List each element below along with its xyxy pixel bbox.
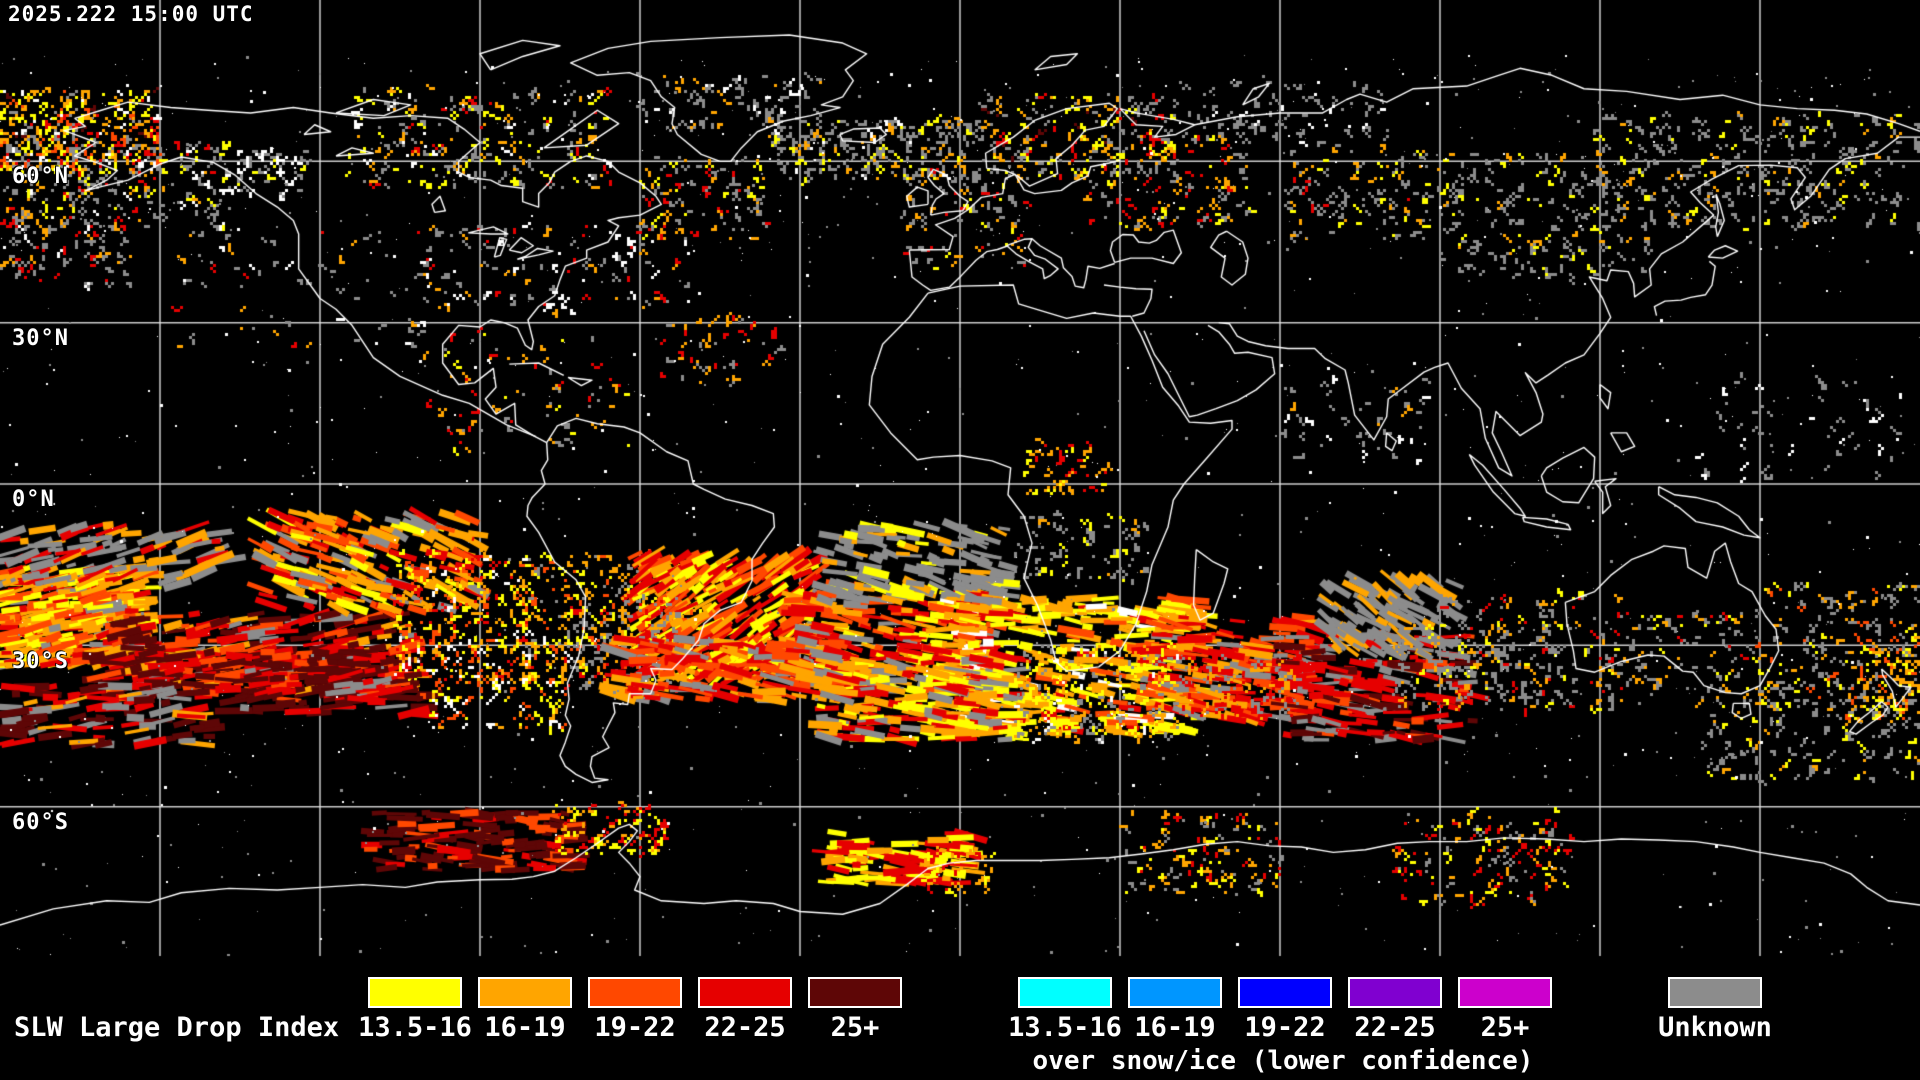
latitude-label-60n: 60°N <box>12 164 69 189</box>
legend-label-snowice-22-25: 22-25 <box>1354 1012 1436 1043</box>
legend-swatch-unknown <box>1668 977 1762 1008</box>
legend-swatch-snowice-19-22 <box>1238 977 1332 1008</box>
legend-label-snowice-19-22: 19-22 <box>1244 1012 1326 1043</box>
legend-label-snowice-16-19: 16-19 <box>1134 1012 1216 1043</box>
legend-swatch-slw-25plus <box>808 977 902 1008</box>
timestamp-label: 2025.222 15:00 UTC <box>8 2 254 26</box>
legend-label-slw-25plus: 25+ <box>830 1012 880 1043</box>
legend-label-slw-13.5-16: 13.5-16 <box>358 1012 472 1043</box>
legend-swatch-slw-22-25 <box>698 977 792 1008</box>
legend-swatch-slw-19-22 <box>588 977 682 1008</box>
latitude-label-30s: 30°S <box>12 649 69 674</box>
legend-swatch-snowice-16-19 <box>1128 977 1222 1008</box>
legend-swatch-slw-13.5-16 <box>368 977 462 1008</box>
legend-swatch-snowice-22-25 <box>1348 977 1442 1008</box>
legend-label-snowice-13.5-16: 13.5-16 <box>1008 1012 1122 1043</box>
latitude-label-60s: 60°S <box>12 810 69 835</box>
legend-label-unknown: Unknown <box>1658 1012 1772 1043</box>
latitude-label-30n: 30°N <box>12 326 69 351</box>
legend-swatch-snowice-25plus <box>1458 977 1552 1008</box>
legend-subtitle-snowice: over snow/ice (lower confidence) <box>1032 1046 1534 1076</box>
legend-title: SLW Large Drop Index <box>14 1012 340 1043</box>
legend-label-slw-22-25: 22-25 <box>704 1012 786 1043</box>
legend-label-snowice-25plus: 25+ <box>1480 1012 1530 1043</box>
legend-swatch-slw-16-19 <box>478 977 572 1008</box>
legend-label-slw-16-19: 16-19 <box>484 1012 566 1043</box>
legend-label-slw-19-22: 19-22 <box>594 1012 676 1043</box>
latitude-label-0n: 0°N <box>12 487 55 512</box>
legend-swatch-snowice-13.5-16 <box>1018 977 1112 1008</box>
